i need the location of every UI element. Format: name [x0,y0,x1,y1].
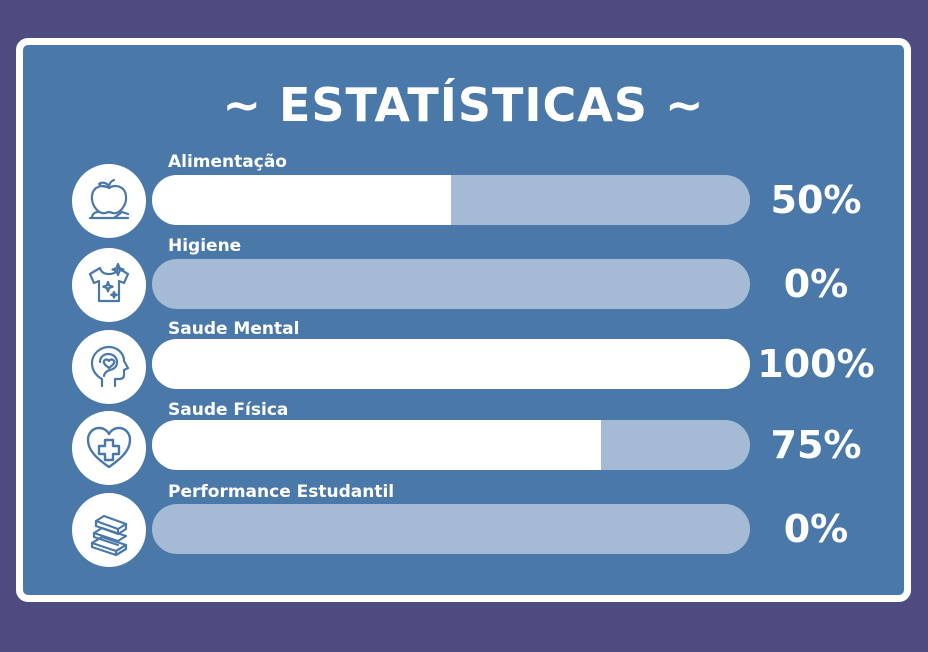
page-title: ~ ESTATÍSTICAS ~ [222,78,705,132]
progress-bar [152,259,750,309]
stat-row-higiene: Higiene 0% [23,236,904,322]
progress-bar [152,420,750,470]
stat-row-saude-mental: Saude Mental 100% [23,319,904,404]
stats-card: ~ ESTATÍSTICAS ~ Alimentação 50% Higiene [16,38,911,602]
stat-percent: 100% [757,342,875,386]
stat-row-saude-fisica: Saude Física 75% [23,400,904,485]
stat-percent: 50% [770,178,862,222]
stat-row-performance-estudantil: Performance Estudantil 0% [23,482,904,567]
progress-fill [152,339,750,389]
heart-plus-icon [72,411,146,485]
stat-percent: 0% [783,262,849,306]
clean-shirt-icon [72,248,146,322]
apple-fruit-icon [72,164,146,238]
stat-row-alimentacao: Alimentação 50% [23,152,904,238]
progress-bar [152,339,750,389]
stat-percent: 75% [770,423,862,467]
stat-label: Performance Estudantil [168,482,395,502]
books-stack-icon [72,493,146,567]
progress-fill [152,420,601,470]
progress-bar [152,504,750,554]
stat-label: Saude Mental [168,319,300,339]
stat-percent: 0% [783,507,849,551]
stat-label: Saude Física [168,400,289,420]
progress-bar [152,175,750,225]
stat-label: Alimentação [168,152,287,172]
progress-fill [152,175,451,225]
stat-label: Higiene [168,236,242,256]
brain-heart-icon [72,330,146,404]
